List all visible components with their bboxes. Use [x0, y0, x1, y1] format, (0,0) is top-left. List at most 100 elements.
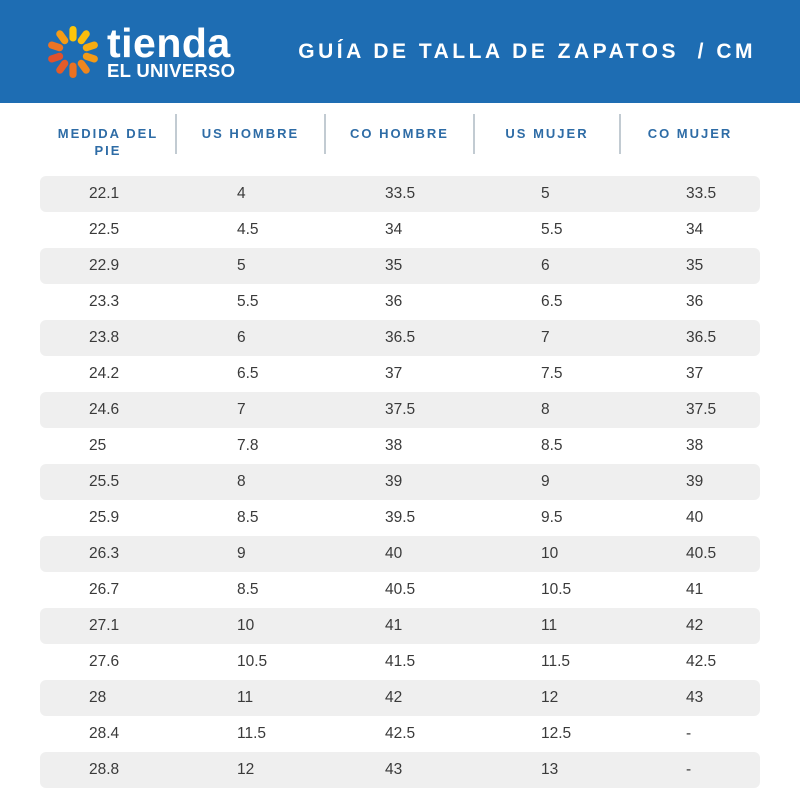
table-cell-co-hombre: 35	[385, 257, 403, 274]
brand-name: tienda	[107, 20, 231, 66]
table-cell-us-hombre: 4.5	[237, 221, 259, 238]
table-cell-medida-del-pie: 26.3	[89, 545, 120, 562]
sun-petal	[48, 40, 64, 51]
column-header-medida-del-pie: MEDIDA DEL PIE	[40, 125, 176, 176]
table-cell-co-mujer: 39	[686, 473, 704, 490]
sun-petal	[69, 25, 77, 41]
column-header-us-hombre: US HOMBRE	[175, 114, 325, 176]
table-cell-co-mujer: 38	[686, 437, 704, 454]
table-cell-us-mujer: 7.5	[541, 365, 563, 382]
table-cell-medida-del-pie: 25.9	[89, 509, 120, 526]
column-divider	[473, 114, 475, 154]
column-header-label: US HOMBRE	[201, 126, 300, 141]
table-cell-us-mujer: 5.5	[541, 221, 563, 238]
table-cell-co-hombre: 36.5	[385, 329, 416, 346]
column-header-label: CO HOMBRE	[350, 126, 449, 141]
sun-petal	[77, 29, 90, 44]
table-header-row: MEDIDA DEL PIE US HOMBRE CO HOMBRE US MUJER…	[40, 103, 760, 176]
table-row: 28.8 12 43 13 -	[40, 752, 760, 788]
table-cell-medida-del-pie: 28.8	[89, 761, 120, 778]
table-cell-medida-del-pie: 22.9	[89, 257, 120, 274]
table-row: 22.1 4 33.5 5 33.5	[40, 176, 760, 212]
table-cell-co-hombre: 43	[385, 761, 403, 778]
table-cell-us-mujer: 10.5	[541, 581, 572, 598]
table-cell-us-mujer: 13	[541, 761, 559, 778]
table-row: 22.9 5 35 6 35	[40, 248, 760, 284]
table-cell-medida-del-pie: 22.1	[89, 185, 120, 202]
table-cell-us-mujer: 11	[541, 617, 558, 634]
table-cell-co-mujer: 42.5	[686, 653, 717, 670]
column-header-us-mujer: US MUJER	[473, 114, 620, 176]
table-row: 28.4 11.5 42.5 12.5 -	[40, 716, 760, 752]
brand-subname: EL UNIVERSO	[107, 60, 236, 81]
table-row: 26.3 9 40 10 40.5	[40, 536, 760, 572]
table-cell-medida-del-pie: 23.3	[89, 293, 120, 310]
table-row: 25 7.8 38 8.5 38	[40, 428, 760, 464]
table-cell-us-mujer: 9.5	[541, 509, 563, 526]
table-row: 23.8 6 36.5 7 36.5	[40, 320, 760, 356]
table-cell-co-hombre: 38	[385, 437, 403, 454]
table-cell-medida-del-pie: 24.2	[89, 365, 120, 382]
table-row: 23.3 5.5 36 6.5 36	[40, 284, 760, 320]
table-row: 24.2 6.5 37 7.5 37	[40, 356, 760, 392]
column-header-co-hombre: CO HOMBRE	[324, 114, 474, 176]
table-cell-us-hombre: 11.5	[237, 725, 267, 742]
table-cell-us-mujer: 8.5	[541, 437, 563, 454]
sun-petal	[77, 59, 90, 74]
table-row: 27.1 10 41 11 42	[40, 608, 760, 644]
table-cell-co-hombre: 41	[385, 617, 403, 634]
table-body: 22.1 4 33.5 5 33.5 22.5 4.5 34 5.5 34 22.9 5 35 6 35 23…	[40, 176, 760, 788]
sun-petal	[69, 62, 77, 78]
column-divider	[175, 114, 177, 154]
column-header-label: US MUJER	[505, 126, 589, 141]
table-cell-co-hombre: 41.5	[385, 653, 416, 670]
table-cell-medida-del-pie: 24.6	[89, 401, 120, 418]
table-cell-medida-del-pie: 28	[89, 689, 107, 706]
table-cell-us-mujer: 6.5	[541, 293, 563, 310]
table-cell-co-mujer: 40	[686, 509, 704, 526]
table-cell-us-hombre: 6.5	[237, 365, 259, 382]
table-cell-us-hombre: 8.5	[237, 581, 259, 598]
table-row: 22.5 4.5 34 5.5 34	[40, 212, 760, 248]
table-cell-us-hombre: 10	[237, 617, 255, 634]
table-row: 26.7 8.5 40.5 10.5 41	[40, 572, 760, 608]
table-cell-co-hombre: 39	[385, 473, 403, 490]
table-cell-co-mujer: 40.5	[686, 545, 717, 562]
table-cell-us-mujer: 9	[541, 473, 550, 490]
size-table: MEDIDA DEL PIE US HOMBRE CO HOMBRE US MUJER…	[40, 103, 760, 788]
column-divider	[324, 114, 326, 154]
table-cell-us-hombre: 5	[237, 257, 246, 274]
table-row: 25.5 8 39 9 39	[40, 464, 760, 500]
brand-logo: tienda EL UNIVERSO	[45, 23, 235, 80]
table-row: 24.6 7 37.5 8 37.5	[40, 392, 760, 428]
table-cell-co-mujer: 43	[686, 689, 704, 706]
table-cell-us-hombre: 7	[237, 401, 246, 418]
table-cell-us-hombre: 10.5	[237, 653, 268, 670]
table-cell-us-mujer: 12	[541, 689, 559, 706]
table-row: 28 11 42 12 43	[40, 680, 760, 716]
sun-petal	[56, 59, 69, 74]
table-cell-medida-del-pie: 23.8	[89, 329, 120, 346]
table-cell-co-mujer: 37.5	[686, 401, 717, 418]
table-cell-us-mujer: 11.5	[541, 653, 571, 670]
table-cell-medida-del-pie: 22.5	[89, 221, 120, 238]
table-cell-co-mujer: 35	[686, 257, 704, 274]
table-cell-us-hombre: 9	[237, 545, 246, 562]
table-cell-us-hombre: 12	[237, 761, 255, 778]
table-cell-medida-del-pie: 26.7	[89, 581, 120, 598]
sun-logo-icon	[48, 25, 98, 78]
table-cell-co-hombre: 42.5	[385, 725, 416, 742]
sun-petal	[82, 52, 98, 63]
table-cell-medida-del-pie: 25	[89, 437, 107, 454]
table-cell-co-hombre: 37.5	[385, 401, 416, 418]
table-cell-co-hombre: 37	[385, 365, 403, 382]
column-header-label: MEDIDA DEL PIE	[57, 126, 159, 158]
table-row: 25.9 8.5 39.5 9.5 40	[40, 500, 760, 536]
table-cell-medida-del-pie: 27.1	[89, 617, 120, 634]
table-cell-us-mujer: 6	[541, 257, 550, 274]
table-cell-us-hombre: 4	[237, 185, 246, 202]
table-cell-co-hombre: 42	[385, 689, 403, 706]
table-cell-us-hombre: 6	[237, 329, 246, 346]
table-cell-co-hombre: 40	[385, 545, 403, 562]
table-cell-co-mujer: -	[686, 725, 692, 742]
